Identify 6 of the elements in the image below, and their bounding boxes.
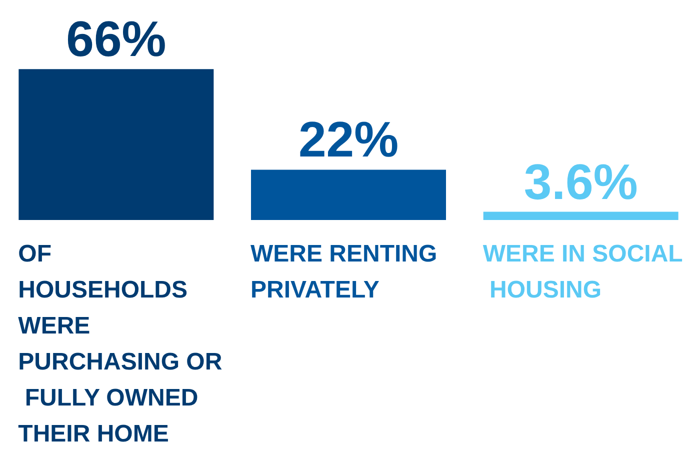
data-label: 66%	[66, 11, 166, 68]
data-label: 22%	[298, 112, 399, 168]
x-tick-label: WERE RENTING PRIVATELY	[250, 240, 444, 304]
x-tick-label: OF HOUSEHOLDS WERE PURCHASING OR FULLY OWNED THEIR HOME	[18, 240, 222, 448]
x-tick-label: WERE IN SOCIAL HOUSING	[482, 240, 683, 304]
data-label: 3.6%	[524, 154, 638, 210]
